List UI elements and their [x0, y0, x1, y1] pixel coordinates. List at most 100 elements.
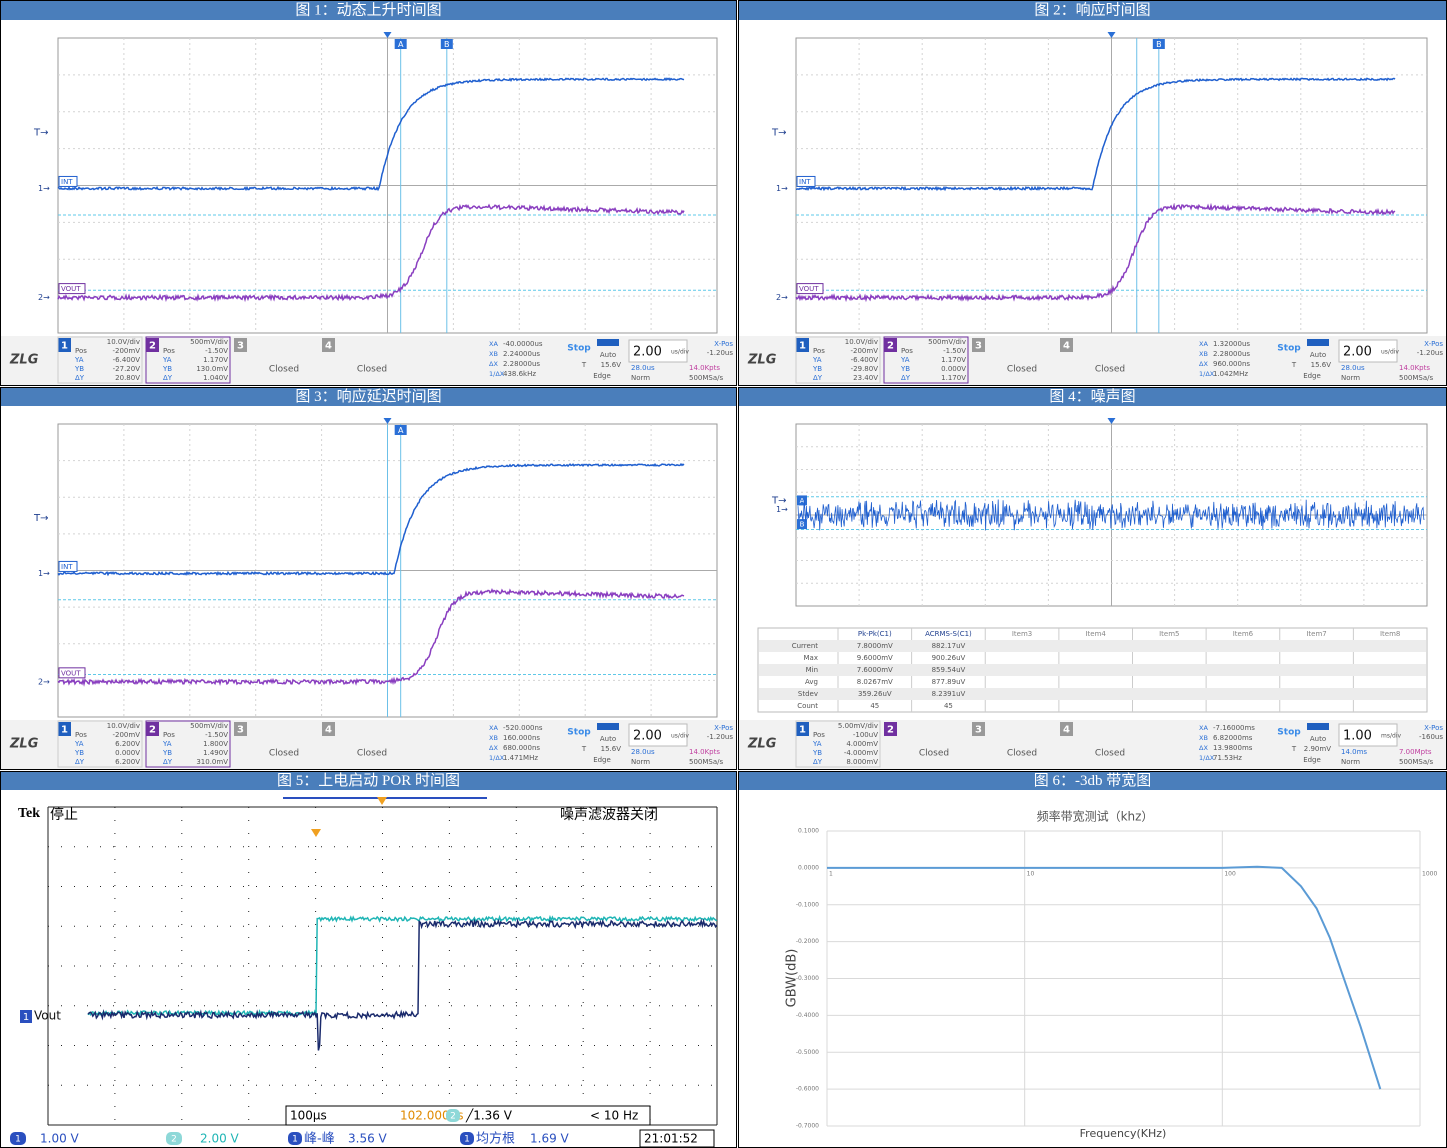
label: Edge	[593, 756, 611, 764]
label: 2	[149, 725, 156, 736]
label: -1.20us	[707, 733, 734, 741]
label: 7.8000mV	[857, 642, 893, 650]
label: -100uV	[853, 731, 878, 739]
trigger-pos	[384, 418, 392, 424]
label: 14.0Kpts	[689, 364, 720, 372]
run-icon	[1307, 339, 1329, 346]
label: 500MSa/s	[1399, 758, 1433, 766]
label: Item6	[1233, 630, 1254, 638]
label: 2.00	[633, 345, 662, 360]
label: 10.0V/div	[107, 338, 140, 346]
label: YA	[74, 740, 84, 748]
label: -29.80V	[851, 365, 879, 373]
label: Closed	[269, 365, 299, 375]
label: 1.471MHz	[503, 754, 538, 762]
label: Edge	[1303, 756, 1321, 764]
label: 3	[975, 725, 982, 736]
label: 3	[975, 341, 982, 352]
label: 3	[237, 725, 244, 736]
label: 噪声滤波器关闭	[560, 807, 658, 823]
label: 15.6V	[601, 361, 622, 369]
label: T→	[33, 127, 49, 138]
label: INT	[61, 178, 73, 186]
label: Count	[797, 702, 818, 710]
label: YA	[162, 356, 172, 364]
label: 23.40V	[853, 374, 878, 382]
label: 6.200V	[115, 758, 140, 766]
chart-title: 频率带宽测试（khz）	[1037, 809, 1154, 824]
label: 1.490V	[203, 749, 228, 757]
label: 500mV/div	[190, 722, 228, 730]
label: 14.0ms	[1341, 748, 1367, 756]
label: 均方根	[476, 1131, 515, 1147]
label: 2.00	[1343, 345, 1372, 360]
label: 2.90mV	[1304, 745, 1331, 753]
page: 图 1：动态上升时间图图 2：响应时间图图 3：响应延迟时间图图 4：噪声图图 …	[0, 0, 1447, 1148]
label: 15.6V	[1311, 361, 1332, 369]
label: Auto	[600, 351, 616, 359]
label: 6.82000ms	[1213, 734, 1253, 742]
label: Edge	[593, 372, 611, 380]
label: 859.54uV	[932, 666, 966, 674]
label: 3.56 V	[348, 1132, 388, 1146]
label: ms/div	[1381, 733, 1401, 740]
label: ΔY	[75, 758, 85, 766]
caption: 图 5：上电启动 POR 时间图	[277, 772, 460, 789]
caption: 图 3：响应延迟时间图	[295, 387, 441, 405]
label: Pos	[75, 731, 87, 739]
label: Pos	[813, 347, 825, 355]
label: XA	[1199, 724, 1208, 732]
x-tick-label: 100	[1224, 870, 1236, 877]
label: YB	[74, 749, 84, 757]
label: 100μs	[290, 1109, 327, 1123]
label: Min	[806, 666, 818, 674]
label: 500MSa/s	[689, 374, 723, 382]
figure-grid: 图 1：动态上升时间图图 2：响应时间图图 3：响应延迟时间图图 4：噪声图图 …	[0, 0, 1447, 1148]
label: Closed	[1095, 749, 1125, 759]
label: 1	[799, 341, 806, 352]
caption: 图 2：响应时间图	[1034, 0, 1150, 18]
label: Edge	[1303, 372, 1321, 380]
label: < 10 Hz	[590, 1109, 638, 1123]
y-tick-label: -0.2000	[796, 938, 819, 945]
label: T	[1291, 361, 1297, 369]
label: Norm	[1341, 374, 1360, 382]
trace-ch2	[88, 917, 717, 1015]
label: 8.000mV	[846, 758, 878, 766]
label: ΔY	[813, 758, 823, 766]
label: Closed	[269, 749, 299, 759]
label: T	[581, 745, 587, 753]
label: 2	[887, 341, 894, 352]
label: YB	[74, 365, 84, 373]
label: Closed	[357, 365, 387, 375]
label: 0.000V	[115, 749, 140, 757]
label: 4	[1063, 725, 1070, 736]
label: YB	[900, 365, 910, 373]
y-tick-label: 0.0000	[798, 864, 819, 871]
label: 45	[944, 702, 953, 710]
label: 2	[149, 341, 156, 352]
label: X-Pos	[714, 724, 733, 732]
y-tick-label: -0.6000	[796, 1086, 819, 1093]
label: T	[1291, 745, 1297, 753]
label: -1.50V	[943, 347, 966, 355]
logo: ZLG	[747, 737, 777, 752]
y-tick-label: -0.5000	[796, 1049, 819, 1056]
label: Avg	[805, 678, 818, 686]
label: INT	[799, 178, 811, 186]
label: 1	[464, 1135, 470, 1145]
line	[827, 867, 1380, 1089]
label: Stdev	[798, 690, 818, 698]
label: 1.042MHz	[1213, 370, 1248, 378]
label: XA	[1199, 340, 1208, 348]
label: 877.89uV	[932, 678, 966, 686]
label: ΔX	[489, 744, 498, 752]
label: Current	[792, 642, 819, 650]
label: 28.0us	[1341, 364, 1365, 372]
label: Pos	[75, 347, 87, 355]
y-tick-label: -0.1000	[796, 901, 819, 908]
label: ΔX	[489, 360, 498, 368]
label: Auto	[1310, 735, 1326, 743]
label: 1	[15, 1135, 21, 1145]
label: Closed	[919, 749, 949, 759]
